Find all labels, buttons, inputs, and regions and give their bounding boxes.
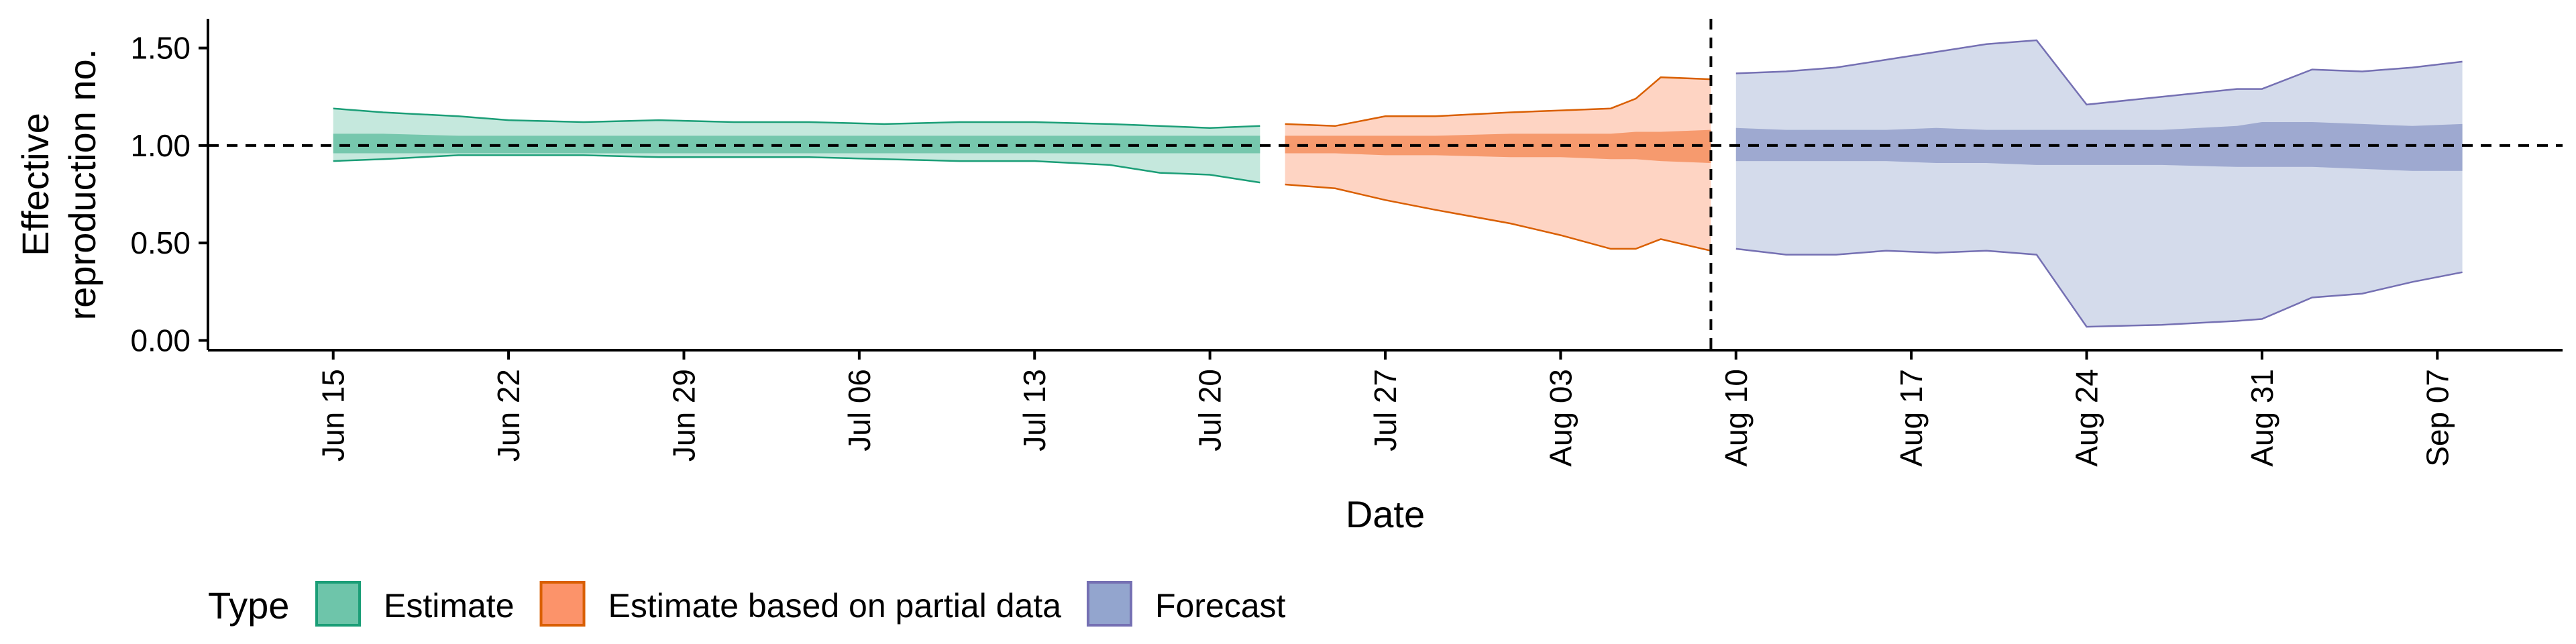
forecast-band-90: [1735, 40, 2463, 327]
x-tick-label: Sep 07: [2420, 369, 2455, 467]
legend-label-estimate-based-on-partial-data: Estimate based on partial data: [608, 587, 1062, 625]
estimate-upper-outline: [333, 107, 1260, 129]
legend-title: Type: [208, 584, 289, 627]
estimate-based-on-partial-data-band-50: [1285, 129, 1711, 163]
y-axis-title-line: reproduction no.: [61, 49, 103, 321]
axes: 0.00 0.50 1.00 1.50 Jun 15 Jun 22 Jun 29 Jul 06…: [14, 19, 2563, 535]
estimate-band-50: [333, 133, 1260, 154]
x-tick-label: Aug 10: [1719, 369, 1754, 467]
legend-key-forecast: [1086, 581, 1132, 627]
forecast-upper-outline: [1735, 39, 2463, 106]
y-axis-title-line: Effective: [14, 113, 56, 256]
chart-bands: [333, 39, 2463, 328]
estimate-based-on-partial-data-band-90: [1285, 77, 1711, 251]
x-tick-label: Jun 15: [316, 369, 351, 462]
estimate-based-on-partial-data-band-50-tint: [1285, 129, 1711, 163]
legend-key-estimate: [315, 581, 361, 627]
x-axis-title: Date: [1346, 493, 1425, 535]
forecast-band-50-tint: [1735, 122, 2463, 171]
x-tick-label: Jun 22: [491, 369, 526, 462]
reference-lines: [208, 19, 2563, 350]
x-tick-label: Jul 27: [1368, 369, 1403, 451]
estimate-based-on-partial-data-upper-outline: [1285, 76, 1711, 127]
x-tick-label: Aug 24: [2070, 369, 2104, 467]
y-tick-label: 1.50: [130, 31, 191, 66]
legend-key-estimate-based-on-partial-data: [539, 581, 586, 627]
estimate-band-50-tint: [333, 133, 1260, 154]
estimate-lower-outline: [333, 154, 1260, 184]
forecast-band-50: [1735, 122, 2463, 171]
y-tick-label: 1.00: [130, 128, 191, 163]
x-tick-label: Aug 31: [2245, 369, 2279, 467]
estimate-based-on-partial-data-lower-outline: [1285, 183, 1711, 252]
x-tick-label: Jun 29: [666, 369, 701, 462]
x-tick-label: Aug 17: [1894, 369, 1929, 467]
x-tick-label: Aug 03: [1543, 369, 1578, 467]
legend: Type Estimate Estimate based on partial da…: [208, 581, 1286, 627]
legend-label-forecast: Forecast: [1155, 587, 1286, 625]
legend-label-estimate: Estimate: [384, 587, 515, 625]
x-tick-label: Jul 20: [1193, 369, 1228, 451]
x-tick-label: Jul 13: [1017, 369, 1052, 451]
y-tick-label: 0.00: [130, 323, 191, 358]
forecast-lower-outline: [1735, 248, 2463, 328]
x-tick-label: Jul 06: [842, 369, 877, 451]
y-tick-label: 0.50: [130, 225, 191, 260]
